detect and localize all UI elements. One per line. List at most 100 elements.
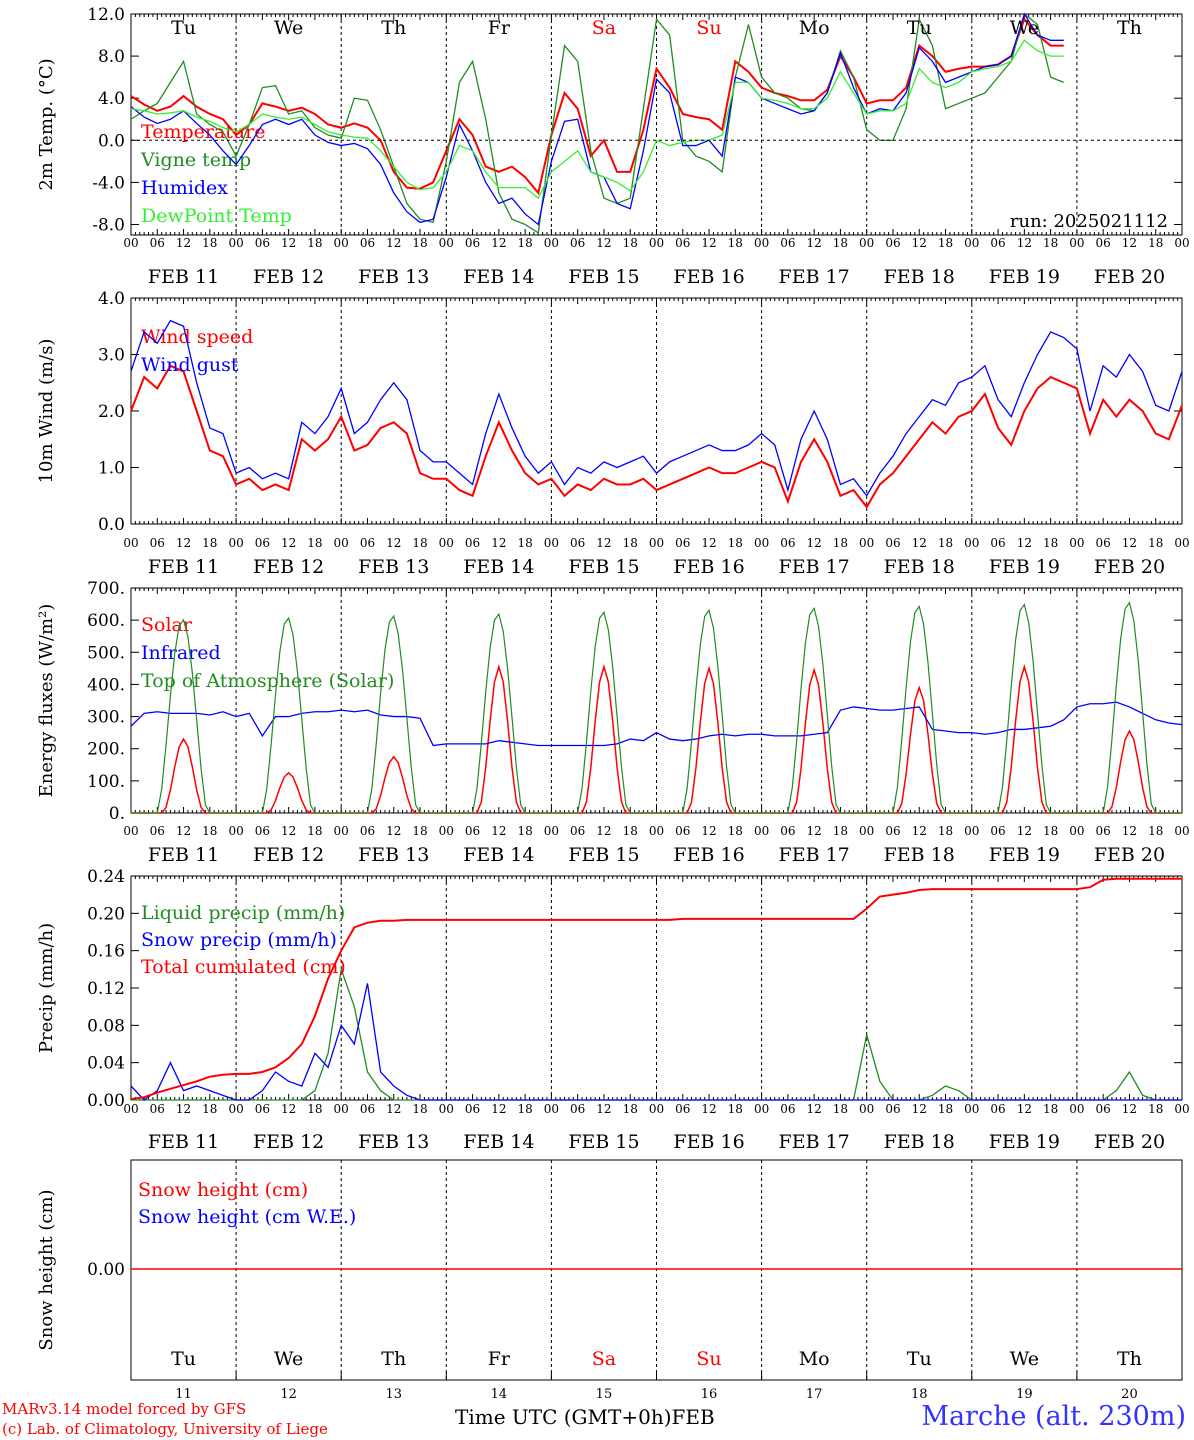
hour-tick-label: 00 [754, 536, 769, 550]
date-label: FEB 16 [673, 556, 744, 578]
hour-tick-label: 12 [386, 824, 401, 838]
hour-tick-label: 06 [255, 824, 270, 838]
hour-tick-label: 00 [649, 1102, 664, 1116]
hour-tick-label: 06 [780, 824, 795, 838]
hour-tick-label: 06 [675, 536, 690, 550]
hour-tick-label: 06 [885, 1102, 900, 1116]
hour-tick-label: 00 [964, 1102, 979, 1116]
hour-tick-label: 18 [1043, 1102, 1058, 1116]
y-tick-label: 0.20 [87, 904, 125, 924]
hour-tick-label: 06 [150, 536, 165, 550]
hour-tick-label: 18 [202, 1102, 217, 1116]
weekday-label: Mo [799, 1348, 830, 1370]
hour-tick-label: 06 [990, 236, 1005, 250]
weekday-label: We [1010, 17, 1039, 39]
legend-entry: Top of Atmosphere (Solar) [141, 670, 394, 692]
hour-tick-label: 12 [701, 824, 716, 838]
date-label: FEB 20 [1094, 266, 1165, 288]
date-label: FEB 13 [358, 266, 429, 288]
hour-tick-label: 00 [228, 1102, 243, 1116]
hour-tick-label: 12 [596, 236, 611, 250]
legend-entry: Snow precip (mm/h) [141, 929, 337, 951]
hour-tick-label: 00 [1174, 236, 1189, 250]
hour-tick-label: 18 [1148, 1102, 1163, 1116]
date-label: FEB 15 [568, 266, 639, 288]
y-tick-label: 2.0 [98, 402, 125, 422]
hour-tick-label: 18 [307, 536, 322, 550]
weekday-label: Sa [592, 1348, 616, 1370]
date-label: FEB 12 [253, 844, 324, 866]
hour-tick-label: 00 [544, 536, 559, 550]
hour-tick-label: 12 [596, 536, 611, 550]
hour-tick-label: 06 [150, 1102, 165, 1116]
y-tick-label: 0.12 [87, 979, 125, 999]
y-axis-label: 10m Wind (m/s) [36, 339, 57, 484]
y-tick-label: 0.04 [87, 1054, 125, 1074]
hour-tick-label: 00 [123, 1102, 138, 1116]
date-label: FEB 14 [463, 266, 534, 288]
series-line-wind-gust [130, 319, 1183, 497]
hour-tick-label: 06 [780, 236, 795, 250]
hour-tick-label: 06 [885, 536, 900, 550]
hour-tick-label: 12 [1122, 1102, 1137, 1116]
series-line-temperature [130, 17, 1064, 196]
hour-tick-label: 00 [544, 236, 559, 250]
hour-tick-label: 18 [728, 824, 743, 838]
weekday-label: We [1010, 1348, 1039, 1370]
date-label: FEB 19 [989, 556, 1060, 578]
hour-tick-label: 18 [517, 236, 532, 250]
hour-tick-label: 06 [780, 536, 795, 550]
hour-tick-label: 00 [649, 236, 664, 250]
hour-tick-label: 06 [360, 536, 375, 550]
date-label: FEB 17 [779, 556, 850, 578]
weekday-label: Fr [488, 17, 511, 39]
hour-tick-label: 00 [544, 1102, 559, 1116]
legend-entry: Temperature [141, 121, 265, 143]
date-label: FEB 16 [673, 1131, 744, 1153]
hour-tick-label: 00 [439, 1102, 454, 1116]
hour-tick-label: 06 [1096, 236, 1111, 250]
hour-tick-label: 18 [728, 1102, 743, 1116]
hour-tick-label: 12 [596, 1102, 611, 1116]
hour-tick-label: 00 [1069, 1102, 1084, 1116]
legend-entry: Total cumulated (cm) [141, 956, 346, 978]
hour-tick-label: 06 [990, 1102, 1005, 1116]
hour-tick-label: 12 [1122, 824, 1137, 838]
hour-tick-label: 18 [1043, 824, 1058, 838]
day-number-label: 13 [385, 1387, 402, 1402]
day-number-label: 15 [596, 1387, 613, 1402]
hour-tick-label: 18 [412, 236, 427, 250]
hour-tick-label: 06 [465, 824, 480, 838]
hour-tick-label: 06 [780, 1102, 795, 1116]
hour-tick-label: 00 [859, 236, 874, 250]
date-label: FEB 18 [884, 1131, 955, 1153]
weekday-label: We [274, 17, 303, 39]
y-tick-label: 12.0 [87, 5, 125, 25]
hour-tick-label: 06 [465, 1102, 480, 1116]
y-tick-label: 0.0 [98, 131, 125, 151]
date-label: FEB 17 [779, 844, 850, 866]
series-line-wind-speed [130, 364, 1183, 509]
hour-tick-label: 12 [701, 536, 716, 550]
y-tick-label: 0. [109, 804, 125, 824]
hour-tick-label: 12 [596, 824, 611, 838]
hour-tick-label: 06 [570, 1102, 585, 1116]
y-tick-label: 8.0 [98, 47, 125, 67]
hour-tick-label: 00 [334, 1102, 349, 1116]
hour-tick-label: 12 [176, 536, 191, 550]
hour-tick-label: 12 [1122, 536, 1137, 550]
credit-line-1: MARv3.14 model forced by GFS [2, 1400, 247, 1418]
hour-tick-label: 00 [964, 236, 979, 250]
hour-tick-label: 18 [307, 236, 322, 250]
hour-tick-label: 12 [807, 1102, 822, 1116]
series-line-infrared [130, 701, 1183, 747]
date-label: FEB 19 [989, 844, 1060, 866]
weekday-label: Th [1117, 1348, 1142, 1370]
hour-tick-label: 06 [1096, 824, 1111, 838]
date-label: FEB 20 [1094, 556, 1165, 578]
hour-tick-label: 18 [1043, 536, 1058, 550]
series-line-vigne-temp [130, 12, 1065, 234]
hour-tick-label: 00 [1069, 536, 1084, 550]
y-tick-label: 0.00 [87, 1091, 125, 1111]
hour-tick-label: 06 [255, 1102, 270, 1116]
